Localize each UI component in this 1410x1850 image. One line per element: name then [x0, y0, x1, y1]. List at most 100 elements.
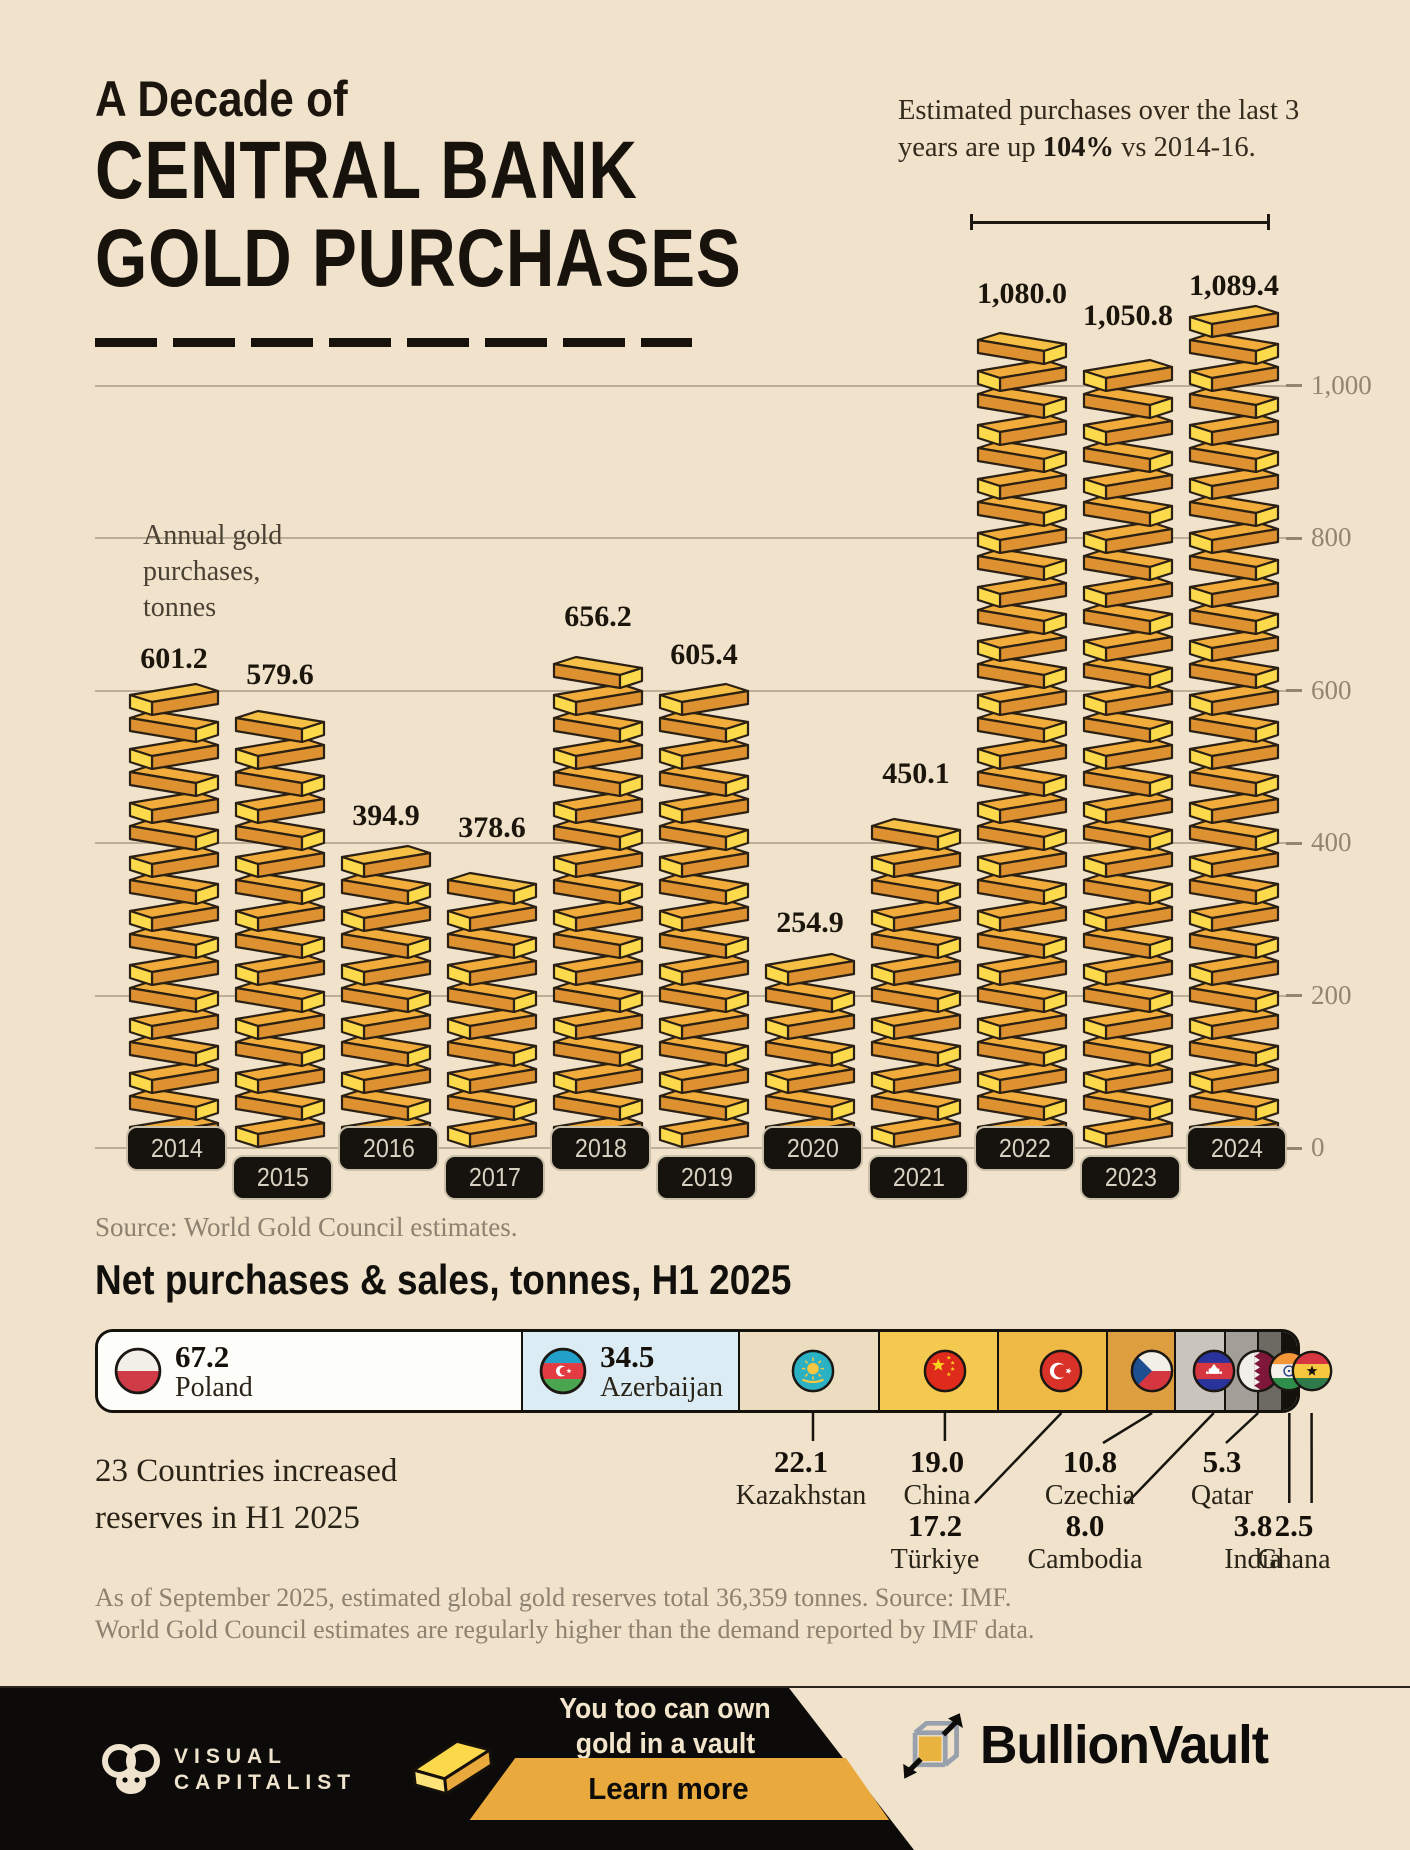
y-axis-tick — [1286, 1146, 1302, 1150]
gold-bar-icon — [552, 655, 644, 689]
callout-value-kazakhstan: 22.1 — [773, 1444, 829, 1479]
gold-bar-stack-2014 — [126, 682, 222, 1148]
callout-value-cambodia: 8.0 — [1065, 1508, 1105, 1543]
y-axis-tick — [1286, 994, 1302, 997]
x-axis-year-pill-2023: 2023 — [1080, 1155, 1181, 1200]
y-axis-label-1000: 1,000 — [1311, 369, 1372, 400]
gold-bar-icon — [1188, 952, 1280, 986]
azerbaijan-flag — [539, 1347, 587, 1395]
visual-capitalist-logo[interactable]: VISUAL CAPITALIST — [100, 1742, 356, 1798]
gold-bar-icon — [1082, 358, 1174, 392]
bar-value-label-2021: 450.1 — [882, 756, 950, 790]
y-axis-label-600: 600 — [1311, 674, 1352, 705]
gold-bar-stack-2022 — [974, 317, 1070, 1148]
gridline-1000 — [95, 384, 1300, 387]
country-segment-kazakhstan — [738, 1332, 878, 1410]
x-axis-year-pill-2021: 2021 — [868, 1155, 969, 1200]
bar-value-label-2017: 378.6 — [458, 811, 526, 845]
gold-bar-icon — [764, 952, 856, 986]
country-name: Poland — [175, 1371, 253, 1403]
callout-name-india: India — [1224, 1544, 1282, 1575]
gold-bar-icon — [976, 331, 1068, 365]
gold-bar-icon — [234, 898, 326, 932]
gold-bar-icon — [552, 925, 644, 959]
gold-bar-icon — [658, 682, 750, 716]
footer-divider — [0, 1686, 1410, 1688]
bullionvault-logo[interactable]: BullionVault — [900, 1710, 1280, 1780]
callout-name-qatar: Qatar — [1190, 1480, 1254, 1511]
gold-bar-icon — [446, 1006, 538, 1040]
gold-purchases-bar-chart: 1,000 800 600 400 200 0 — [95, 269, 1372, 1200]
country-segment-azerbaijan: 34.5 Azerbaijan — [521, 1332, 739, 1410]
y-axis-label-200: 200 — [1311, 979, 1352, 1010]
x-axis-year-pill-2019: 2019 — [656, 1155, 757, 1200]
gold-bar-stack-2017 — [444, 851, 540, 1148]
y-axis-label-0: 0 — [1311, 1132, 1325, 1162]
gold-bar-icon — [446, 925, 538, 959]
bar-value-label-2024: 1,089.4 — [1189, 269, 1279, 303]
poland-flag — [114, 1347, 162, 1395]
x-axis-year-pill-2015: 2015 — [232, 1155, 333, 1200]
y-axis-label-800: 800 — [1311, 522, 1352, 552]
gold-bar-icon — [128, 709, 220, 743]
gold-bar-icon — [1082, 763, 1174, 797]
gold-bar-icon — [1082, 736, 1174, 770]
x-axis-year-pill-2014: 2014 — [126, 1126, 227, 1171]
gold-bar-icon — [340, 844, 432, 878]
bar-value-label-2019: 605.4 — [670, 638, 738, 672]
x-axis-year-pill-2024: 2024 — [1186, 1126, 1287, 1171]
cta-text: You too can own gold in a vault — [559, 1693, 771, 1760]
page-title-line2: GOLD PURCHASES — [95, 213, 742, 304]
callout-name-czechia: Czechia — [1044, 1480, 1136, 1511]
countries-increased-note: 23 Countries increased reserves in H1 202… — [95, 1453, 398, 1536]
gold-bar-icon — [1082, 1060, 1174, 1094]
gold-bar-icon — [976, 412, 1068, 446]
bar-value-label-2023: 1,050.8 — [1083, 298, 1173, 332]
learn-more-button[interactable]: Learn more — [469, 1758, 890, 1820]
callout-value-china: 19.0 — [909, 1444, 965, 1479]
gold-bar-icon — [1188, 493, 1280, 527]
callout-value-qatar: 5.3 — [1202, 1444, 1242, 1479]
callout-name-kazakhstan: Kazakhstan — [735, 1480, 867, 1511]
annotation-104pct: Estimated purchases over the last 3 year… — [898, 95, 1300, 163]
bar-value-label-2016: 394.9 — [352, 798, 420, 832]
gold-bar-stack-2023 — [1080, 339, 1176, 1148]
gold-bar-icon — [552, 736, 644, 770]
bar-value-label-2018: 656.2 — [564, 599, 632, 633]
y-axis-tick — [1286, 689, 1302, 692]
x-axis-year-pill-2020: 2020 — [762, 1126, 863, 1171]
country-value: 67.2 — [175, 1338, 230, 1374]
visual-capitalist-icon — [102, 1744, 160, 1794]
title-kicker: A Decade of — [95, 71, 348, 127]
gold-bar-icon — [1188, 844, 1280, 878]
axis-note: Annual gold purchases, tonnes — [143, 520, 283, 623]
callout-name-ghana: Ghana — [1257, 1544, 1331, 1575]
x-axis-year-pill-2016: 2016 — [338, 1126, 439, 1171]
country-name: Azerbaijan — [600, 1371, 723, 1403]
y-axis-tick — [1286, 536, 1302, 540]
bar-value-label-2020: 254.9 — [776, 905, 844, 939]
x-axis-year-pill-2018: 2018 — [550, 1126, 651, 1171]
gold-bar-icon — [1188, 304, 1280, 338]
gold-bar-icon — [870, 817, 962, 851]
title-dashed-underline — [95, 338, 692, 347]
country-segment-cambodia — [1173, 1332, 1224, 1410]
country-segment-ghana — [1281, 1332, 1297, 1410]
x-axis-year-pill-2017: 2017 — [444, 1155, 545, 1200]
callout-name-türkiye: Türkiye — [890, 1544, 980, 1575]
callout-value-czechia: 10.8 — [1062, 1444, 1118, 1479]
gold-bar-icon — [976, 520, 1068, 554]
bar-value-label-2014: 601.2 — [140, 641, 208, 675]
gold-bar-stack-2020 — [762, 946, 858, 1148]
y-axis-tick — [1286, 841, 1302, 845]
y-axis-label-400: 400 — [1311, 827, 1352, 857]
country-segment-türkiye — [997, 1332, 1106, 1410]
gold-bar-icon — [1188, 574, 1280, 608]
callout-lines — [811, 1411, 1313, 1504]
chart-source: Source: World Gold Council estimates. — [95, 1212, 518, 1242]
gold-bar-stack-2015 — [232, 698, 328, 1148]
page-title: CENTRAL BANK — [95, 125, 638, 216]
bullionvault-icon — [903, 1713, 963, 1779]
callout-name-china: China — [903, 1480, 971, 1511]
